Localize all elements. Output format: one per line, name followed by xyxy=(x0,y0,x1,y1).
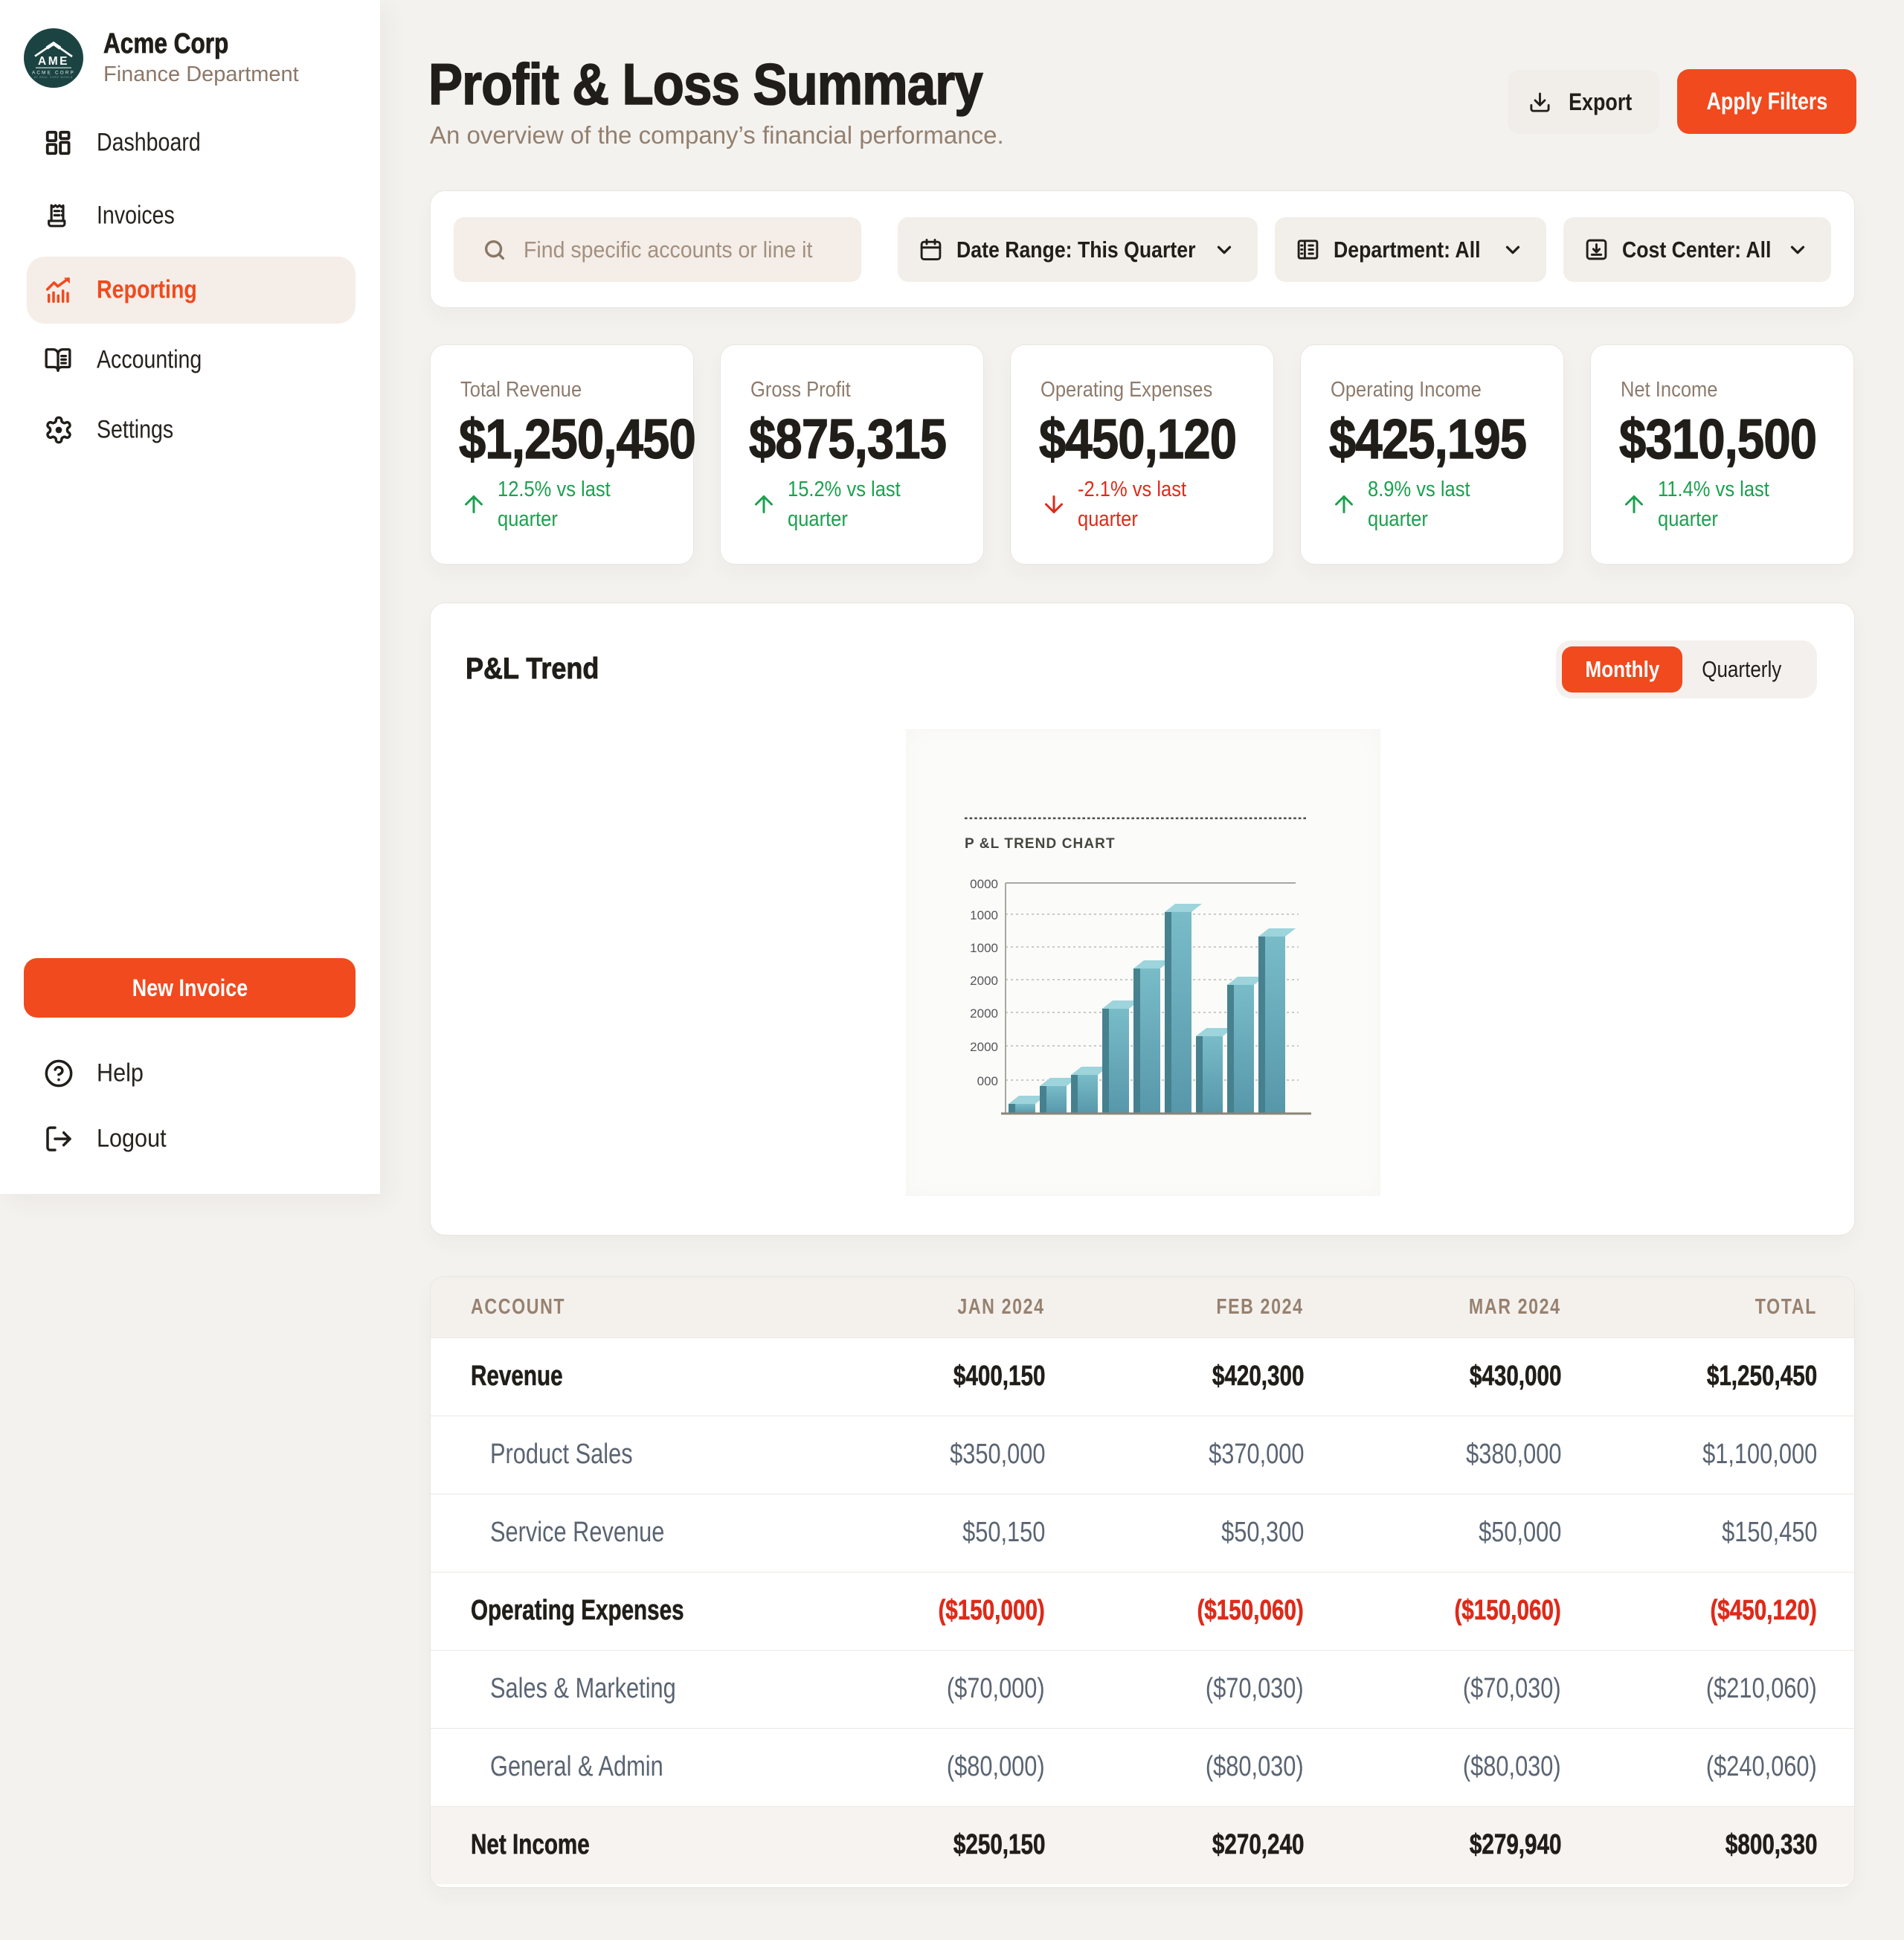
svg-text:2000: 2000 xyxy=(970,1040,998,1054)
svg-text:ACME CORP: ACME CORP xyxy=(32,71,75,76)
svg-text:2000: 2000 xyxy=(970,974,998,988)
svg-text:2000: 2000 xyxy=(970,1006,998,1021)
svg-text:AT REAL CORP WORLD: AT REAL CORP WORLD xyxy=(34,76,73,79)
svg-text:AME: AME xyxy=(38,55,69,68)
svg-text:1000: 1000 xyxy=(970,941,998,955)
svg-text:0000: 0000 xyxy=(970,877,998,891)
svg-text:P &L TREND CHART: P &L TREND CHART xyxy=(965,836,1116,852)
svg-text:000: 000 xyxy=(977,1074,998,1088)
svg-text:1000: 1000 xyxy=(970,908,998,922)
